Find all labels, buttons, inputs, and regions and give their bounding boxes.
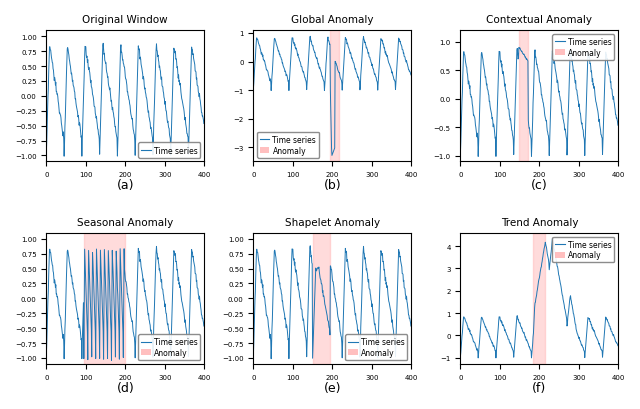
Bar — [84, 233, 125, 364]
X-axis label: (f): (f) — [532, 381, 547, 394]
Legend: Time series, Anomaly: Time series, Anomaly — [138, 335, 200, 360]
Legend: Time series, Anomaly: Time series, Anomaly — [257, 133, 319, 158]
Legend: Time series, Anomaly: Time series, Anomaly — [346, 335, 408, 360]
Legend: Time series, Anomaly: Time series, Anomaly — [552, 35, 614, 61]
Bar — [519, 31, 528, 162]
Title: Original Window: Original Window — [83, 15, 168, 25]
Bar — [312, 233, 330, 364]
Bar — [330, 31, 339, 162]
Title: Contextual Anomaly: Contextual Anomaly — [486, 15, 593, 25]
Bar — [534, 233, 545, 364]
X-axis label: (d): (d) — [116, 381, 134, 394]
Title: Trend Anomaly: Trend Anomaly — [500, 217, 578, 227]
X-axis label: (c): (c) — [531, 179, 548, 192]
Title: Global Anomaly: Global Anomaly — [291, 15, 374, 25]
Legend: Time series, Anomaly: Time series, Anomaly — [552, 237, 614, 263]
X-axis label: (a): (a) — [116, 179, 134, 192]
Title: Seasonal Anomaly: Seasonal Anomaly — [77, 217, 173, 227]
X-axis label: (b): (b) — [323, 179, 341, 192]
Title: Shapelet Anomaly: Shapelet Anomaly — [285, 217, 380, 227]
Legend: Time series: Time series — [138, 143, 200, 158]
X-axis label: (e): (e) — [324, 381, 341, 394]
